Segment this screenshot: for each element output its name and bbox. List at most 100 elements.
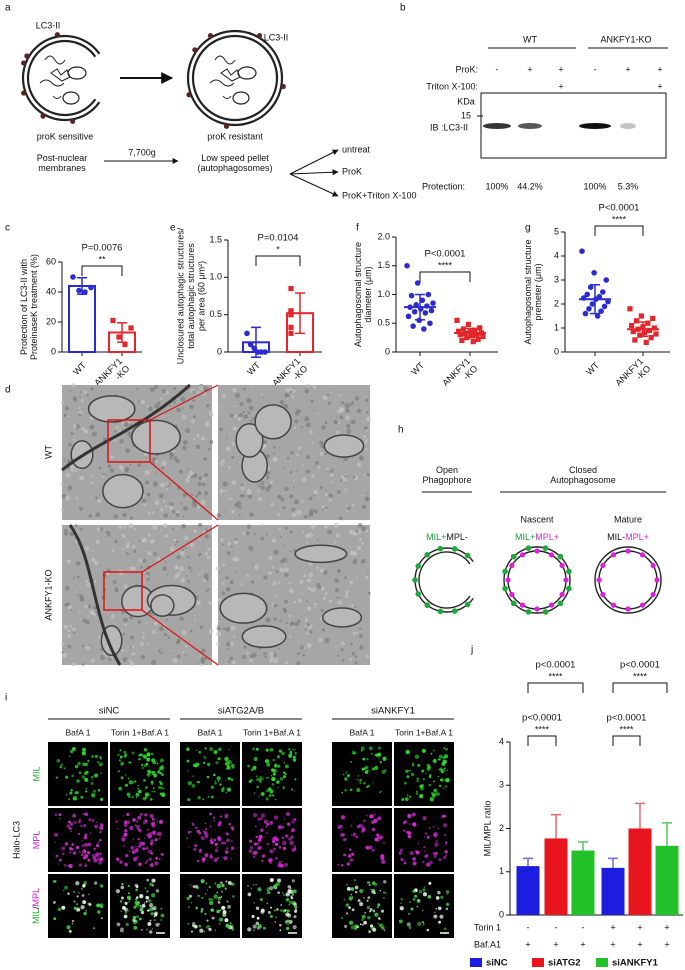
em-grain bbox=[216, 513, 222, 518]
signal bbox=[188, 894, 192, 898]
signal bbox=[412, 856, 416, 860]
data-point bbox=[600, 289, 606, 295]
signal bbox=[252, 924, 257, 929]
signal bbox=[364, 911, 367, 914]
em-grain bbox=[286, 457, 290, 460]
signal bbox=[205, 925, 210, 929]
em-grain bbox=[81, 426, 85, 431]
em-grain bbox=[153, 481, 156, 484]
em-vesicle bbox=[294, 544, 348, 564]
signal bbox=[281, 840, 287, 846]
signal bbox=[76, 779, 80, 783]
signal bbox=[134, 824, 137, 827]
signal bbox=[438, 754, 443, 759]
signal bbox=[123, 754, 127, 758]
em-grain bbox=[80, 618, 83, 621]
signal bbox=[282, 846, 287, 851]
em-grain bbox=[203, 472, 209, 478]
signal bbox=[376, 833, 380, 837]
signal bbox=[294, 752, 297, 755]
em-grain bbox=[174, 565, 179, 570]
signal bbox=[350, 834, 353, 836]
signal bbox=[372, 782, 374, 784]
signal bbox=[124, 774, 127, 776]
signal bbox=[221, 883, 225, 888]
signal bbox=[265, 832, 268, 835]
signal bbox=[343, 853, 346, 857]
em-grain bbox=[339, 479, 343, 482]
signal bbox=[81, 894, 85, 897]
signal bbox=[274, 909, 276, 912]
em-grain bbox=[309, 630, 313, 634]
cargo bbox=[209, 55, 236, 99]
signal bbox=[84, 812, 89, 817]
em-grain bbox=[231, 480, 236, 485]
signal bbox=[70, 822, 73, 826]
signal bbox=[135, 885, 139, 888]
data-point bbox=[633, 318, 640, 324]
treatment: untreat bbox=[342, 144, 371, 154]
signal bbox=[412, 889, 416, 893]
em-grain bbox=[226, 641, 231, 647]
em-grain bbox=[100, 654, 106, 661]
lc3-dot bbox=[70, 118, 76, 124]
em-grain bbox=[122, 632, 126, 636]
signal bbox=[428, 775, 432, 779]
signal bbox=[151, 817, 155, 820]
signal bbox=[84, 842, 89, 847]
em-grain bbox=[197, 506, 201, 510]
cargo bbox=[50, 68, 71, 82]
signal bbox=[131, 850, 136, 854]
mitochondrion bbox=[62, 91, 80, 105]
em-grain bbox=[171, 509, 176, 514]
em-grain bbox=[76, 594, 79, 597]
signal bbox=[63, 863, 67, 867]
significance-bracket bbox=[419, 271, 471, 282]
signal bbox=[97, 841, 100, 844]
em-grain bbox=[113, 430, 117, 433]
em-grain bbox=[308, 532, 314, 538]
signal bbox=[121, 835, 124, 838]
em-grain bbox=[166, 573, 169, 576]
panel-letter: h bbox=[398, 425, 404, 436]
em-grain bbox=[271, 538, 277, 543]
em-grain bbox=[345, 408, 350, 413]
em-grain bbox=[319, 485, 324, 490]
em-grain bbox=[122, 657, 128, 662]
data-point bbox=[637, 332, 643, 338]
signal bbox=[293, 818, 297, 821]
em-grain bbox=[164, 534, 169, 538]
signal bbox=[148, 857, 152, 861]
signal bbox=[224, 756, 229, 762]
y-tick-label: 3 bbox=[499, 780, 504, 790]
signal bbox=[118, 759, 122, 762]
data-point bbox=[116, 334, 122, 340]
em-grain bbox=[279, 567, 285, 573]
em-grain bbox=[294, 419, 299, 424]
em-grain bbox=[285, 393, 290, 398]
em-grain bbox=[310, 587, 316, 593]
signal bbox=[137, 787, 139, 790]
em-grain bbox=[86, 582, 91, 588]
signal bbox=[144, 813, 148, 817]
em-grain bbox=[64, 531, 69, 536]
em-grain bbox=[365, 448, 368, 451]
em-grain bbox=[263, 575, 268, 580]
signal bbox=[80, 905, 85, 910]
em-grain bbox=[67, 634, 72, 639]
data-point bbox=[648, 335, 654, 341]
signal bbox=[56, 758, 61, 763]
em-grain bbox=[320, 586, 325, 591]
em-grain bbox=[360, 558, 366, 564]
signal bbox=[441, 771, 444, 774]
em-grain bbox=[146, 405, 149, 408]
signal bbox=[355, 836, 358, 839]
em-grain bbox=[217, 624, 220, 627]
em-grain bbox=[160, 482, 165, 488]
signal bbox=[294, 778, 297, 781]
em-grain bbox=[122, 512, 127, 518]
y-tick-label: 1.5 bbox=[377, 260, 390, 270]
em-grain bbox=[306, 632, 310, 635]
em-grain bbox=[218, 618, 221, 621]
signal bbox=[128, 910, 130, 912]
